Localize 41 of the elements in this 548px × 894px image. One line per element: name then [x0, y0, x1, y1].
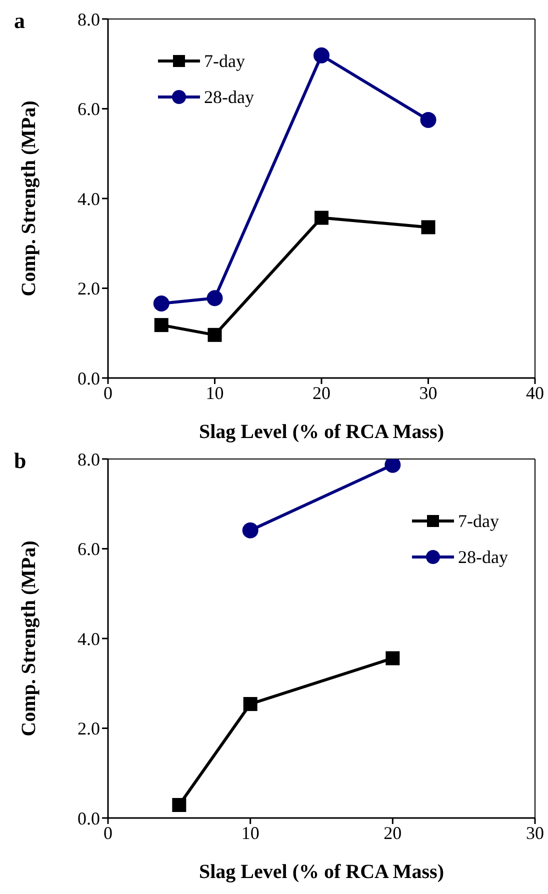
point	[206, 290, 223, 306]
x-tick-label: 40	[526, 382, 544, 403]
y-tick-label: 0.0	[78, 808, 100, 828]
y-tick-label: 4.0	[78, 628, 100, 649]
point	[172, 798, 186, 812]
point	[153, 296, 170, 312]
point	[314, 47, 330, 64]
y-tick-label: 6.0	[78, 539, 100, 560]
legend-label: 28-day	[458, 546, 508, 568]
x-axis-title: Slag Level (% of RCA Mass)	[199, 861, 444, 883]
y-tick-label: 8.0	[78, 449, 100, 470]
legend-label: 7-day	[458, 510, 499, 532]
legend-label: 7-day	[204, 50, 245, 72]
x-tick-label: 0	[104, 822, 112, 843]
chart-title: a	[14, 8, 25, 34]
x-tick-label: 10	[241, 822, 260, 843]
y-tick-label: 8.0	[78, 9, 100, 30]
y-tick-label: 2.0	[78, 718, 100, 739]
x-tick-label: 0	[104, 382, 112, 403]
y-axis-title: Comp. Strength (MPa)	[18, 100, 40, 296]
point	[208, 328, 222, 342]
point	[420, 112, 436, 128]
x-tick-label: 30	[419, 382, 438, 403]
x-tick-label: 20	[312, 382, 330, 403]
point	[386, 651, 400, 666]
chart-title: b	[14, 448, 26, 474]
point	[154, 318, 168, 332]
y-axis-title: Comp. Strength (MPa)	[18, 540, 40, 736]
legend-label: 28-day	[204, 86, 254, 108]
point	[242, 522, 258, 538]
y-tick-label: 0.0	[78, 368, 100, 388]
x-tick-label: 30	[526, 822, 544, 843]
y-tick-label: 6.0	[78, 99, 100, 120]
x-axis-title: Slag Level (% of RCA Mass)	[199, 421, 444, 443]
point	[243, 697, 258, 712]
point	[314, 210, 328, 225]
point	[421, 220, 436, 234]
x-tick-label: 20	[384, 822, 402, 843]
x-tick-label: 10	[206, 382, 224, 403]
y-tick-label: 4.0	[78, 188, 100, 209]
y-tick-label: 2.0	[78, 278, 100, 299]
